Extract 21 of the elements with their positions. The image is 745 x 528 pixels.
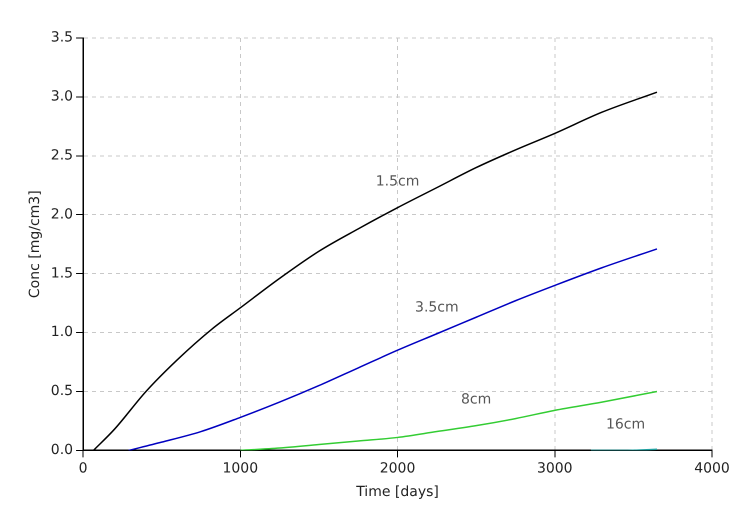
- y-tick-label: 2.0: [50, 206, 74, 222]
- y-axis-title: Conc [mg/cm3]: [27, 190, 44, 298]
- x-tick-label: 4000: [694, 460, 730, 476]
- x-tick-label: 3000: [536, 460, 573, 476]
- line-series: [240, 390, 658, 450]
- series-label: 16cm: [606, 416, 646, 432]
- series-label: 8cm: [461, 392, 492, 408]
- y-tick-label: 1.0: [50, 324, 74, 340]
- series-label: 1.5cm: [376, 174, 420, 190]
- y-tick-label: 0.5: [50, 383, 74, 400]
- line-series: [128, 248, 658, 450]
- y-tick-label: 3.0: [50, 88, 74, 105]
- y-tick-label: 1.5: [50, 265, 74, 282]
- series-label: 3.5cm: [415, 300, 459, 316]
- y-tick-label: 3.5: [50, 30, 74, 46]
- x-tick-label: 1000: [222, 460, 258, 476]
- y-tick-label: 2.5: [50, 147, 74, 164]
- x-tick-label: 2000: [380, 460, 416, 476]
- x-tick-label: 0: [78, 460, 88, 476]
- y-tick-label: 0.0: [50, 442, 74, 458]
- x-axis-title: Time [days]: [355, 484, 439, 500]
